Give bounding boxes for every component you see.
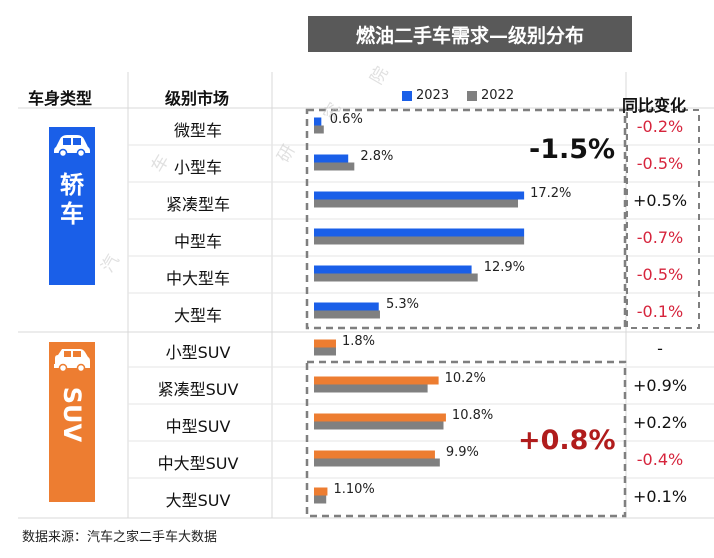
bar-2023 (314, 191, 525, 200)
bar-2023 (314, 339, 336, 348)
category-label: 大型车 (173, 305, 222, 325)
change-value: +0.5% (632, 190, 688, 210)
header-segment: 级别市场 (165, 89, 230, 108)
legend-swatch-2023 (402, 90, 412, 101)
category-sedan-char-2: 车 (60, 199, 84, 228)
data-label: 2.8% (360, 148, 394, 164)
sedan-highlight-box (305, 108, 627, 330)
category-label: 中大型车 (165, 268, 230, 288)
bar-2023 (314, 487, 328, 496)
bar-2022 (314, 495, 327, 504)
bar-2022 (314, 199, 519, 208)
bar-2022 (314, 162, 355, 171)
data-label: 1.8% (341, 333, 376, 349)
category-suv-label: SUV (58, 386, 87, 443)
category-label: 紧凑型SUV (157, 379, 239, 399)
category-label: 小型SUV (165, 342, 231, 362)
change-value: -0.1% (636, 301, 684, 321)
suv-car-icon (54, 349, 90, 373)
legend-2023: 2023 (402, 88, 449, 103)
change-value: -0.7% (636, 227, 684, 247)
category-label: 中大型SUV (157, 453, 239, 473)
change-value: -0.4% (636, 449, 684, 469)
category-sedan: 轿 车 (49, 127, 95, 285)
data-label: 9.9% (445, 444, 479, 460)
category-label: 微型车 (173, 120, 222, 140)
bar-2023 (314, 228, 525, 237)
category-label: 紧凑型车 (165, 194, 230, 214)
data-label: 0.6% (329, 111, 363, 127)
bar-2022 (314, 384, 428, 393)
change-value: -0.2% (636, 116, 684, 136)
change-value: -0.5% (636, 153, 684, 173)
category-label: 中型SUV (165, 416, 231, 436)
bar-2022 (314, 347, 336, 356)
legend-label-2023: 2023 (416, 88, 450, 103)
data-label: 12.9% (483, 259, 525, 275)
category-sedan-char-1: 轿 (60, 171, 84, 199)
bar-2022 (314, 421, 444, 430)
change-value: -0.5% (636, 264, 684, 284)
bar-2023 (314, 154, 349, 163)
change-value: +0.9% (632, 375, 688, 395)
bar-2022 (314, 310, 380, 319)
chart-title: 燃油二手车需求—级别分布 (308, 16, 632, 52)
category-label: 中型车 (173, 231, 222, 251)
bar-2022 (314, 273, 478, 282)
data-label: 1.10% (333, 481, 375, 497)
bar-2022 (314, 236, 525, 245)
legend-2022: 2022 (467, 88, 514, 103)
change-highlight-box (626, 109, 700, 329)
change-value: - (657, 338, 663, 358)
change-value: +0.1% (632, 486, 688, 506)
category-label: 大型SUV (165, 490, 231, 510)
suv-highlight-box (305, 360, 627, 518)
data-label: 17.2% (530, 185, 572, 201)
category-suv: SUV (49, 342, 95, 502)
sedan-car-icon (54, 135, 90, 157)
data-label: 10.2% (444, 370, 486, 386)
header-change: 同比变化 (622, 96, 687, 115)
bar-2023 (314, 265, 472, 274)
bar-2023 (314, 376, 439, 385)
suv-summary-change: +0.8% (518, 425, 616, 456)
data-label: 5.3% (385, 296, 419, 312)
legend-swatch-2022 (467, 90, 477, 101)
bar-2023 (314, 450, 435, 459)
bar-2023 (314, 413, 446, 422)
change-value: +0.2% (632, 412, 688, 432)
bar-2023 (314, 117, 322, 126)
legend-label-2022: 2022 (481, 88, 515, 103)
bar-2022 (314, 125, 324, 134)
bar-2023 (314, 302, 379, 311)
data-source: 数据来源：汽车之家二手车大数据 (22, 530, 218, 545)
header-body-type: 车身类型 (28, 89, 93, 108)
bar-2022 (314, 458, 440, 467)
data-label: 10.8% (451, 407, 494, 423)
sedan-summary-change: -1.5% (529, 134, 616, 165)
category-label: 小型车 (173, 157, 222, 177)
